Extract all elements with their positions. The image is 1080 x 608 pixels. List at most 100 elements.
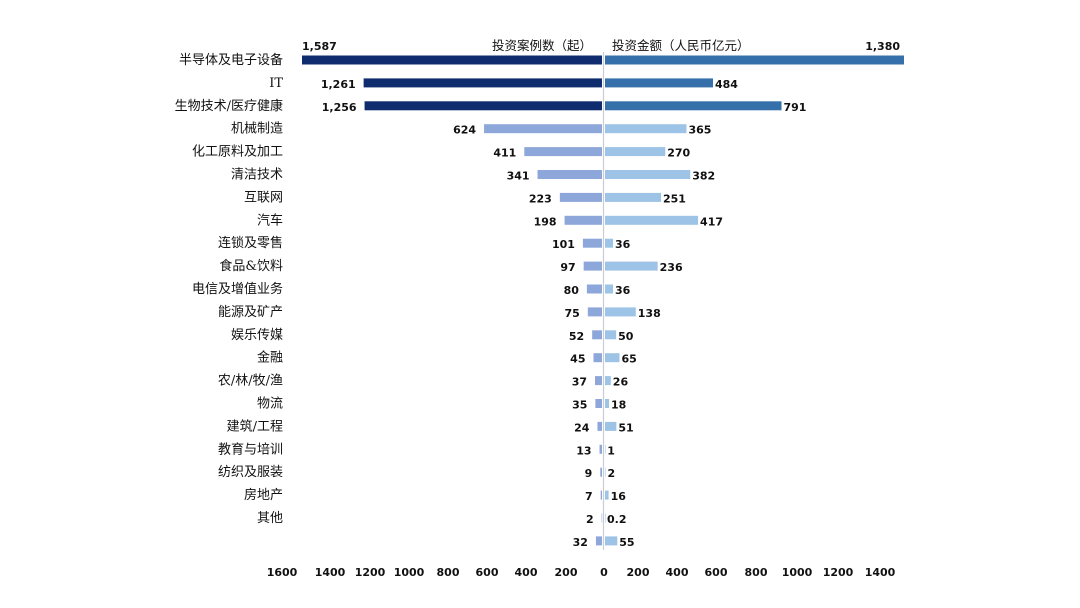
bar-deal-count — [587, 307, 602, 317]
bar-deal-count — [559, 192, 602, 202]
bar-investment-amount — [605, 192, 662, 202]
bar-investment-amount — [605, 421, 617, 431]
investment-amount-label: 484 — [715, 78, 738, 91]
deal-count-label: 80 — [564, 284, 580, 297]
bar-deal-count — [595, 376, 602, 386]
bar-deal-count — [524, 147, 602, 157]
bar-deal-count — [564, 215, 602, 225]
investment-amount-label: 270 — [667, 147, 690, 160]
left-axis-tick: 1600 — [267, 566, 298, 579]
bar-investment-amount — [605, 101, 782, 111]
bar-investment-amount — [605, 399, 610, 408]
bar-investment-amount — [605, 490, 609, 500]
investment-amount-label: 251 — [663, 192, 686, 205]
category-label: 能源及矿产 — [218, 305, 283, 320]
category-label: 纺织及服装 — [218, 465, 283, 480]
investment-amount-label: 26 — [613, 376, 629, 389]
bar-deal-count — [583, 261, 602, 271]
bar-deal-count — [592, 330, 602, 340]
right-series-title: 投资金额（人民币亿元） — [612, 38, 750, 53]
bar-investment-amount — [605, 353, 620, 363]
bar-deal-count — [597, 421, 602, 431]
left-axis-tick: 800 — [437, 566, 460, 579]
category-label: 电信及增值业务 — [192, 281, 283, 297]
investment-amount-label: 791 — [784, 101, 807, 114]
deal-count-label: 35 — [572, 399, 587, 412]
category-label: 金融 — [257, 350, 283, 366]
investment-amount-label: 50 — [618, 330, 634, 343]
deal-count-label: 97 — [560, 261, 575, 274]
bar-deal-count — [537, 170, 602, 179]
deal-count-label: 1,261 — [321, 78, 356, 91]
investment-amount-label: 16 — [611, 490, 627, 503]
right-axis-tick: 800 — [745, 566, 768, 579]
bar-deal-count — [586, 284, 602, 294]
investment-amount-label: 382 — [692, 170, 715, 183]
deal-count-label: 7 — [585, 490, 593, 503]
category-label: 其他 — [257, 511, 283, 526]
category-label: 连锁及零售 — [218, 235, 283, 251]
left-axis-tick: 1200 — [355, 566, 386, 579]
bar-deal-count — [595, 399, 602, 408]
deal-count-label: 223 — [529, 192, 552, 205]
investment-amount-label: 417 — [700, 215, 723, 228]
investment-amount-label: 36 — [615, 238, 631, 251]
left-axis-tick: 200 — [555, 566, 578, 579]
right-axis-tick: 600 — [705, 566, 728, 579]
bar-deal-count — [593, 353, 602, 363]
bar-investment-amount — [605, 238, 614, 248]
investment-amount-label: 236 — [660, 261, 683, 274]
left-series-title: 投资案例数（起） — [492, 38, 592, 53]
category-label: 汽车 — [257, 212, 283, 228]
category-label: 教育与培训 — [218, 441, 283, 457]
category-label: 生物技术/医疗健康 — [175, 98, 283, 114]
deal-count-label: 198 — [534, 215, 557, 228]
bar-deal-count — [600, 490, 602, 500]
category-label: 娱乐传媒 — [231, 328, 283, 343]
deal-count-label: 75 — [565, 307, 580, 320]
bar-investment-amount — [605, 124, 687, 134]
bar-investment-amount — [605, 376, 611, 386]
deal-count-label: 1,587 — [302, 40, 337, 53]
right-axis-tick: 1400 — [865, 566, 896, 579]
bar-deal-count — [600, 467, 602, 477]
right-axis-tick: 1000 — [782, 566, 813, 579]
category-label: 农/林/牧/渔 — [218, 374, 283, 389]
deal-count-label: 9 — [585, 467, 593, 480]
category-label: 互联网 — [244, 190, 283, 205]
deal-count-label: 341 — [507, 170, 530, 183]
bar-investment-amount — [605, 513, 606, 523]
category-label: 建筑/工程 — [227, 418, 283, 434]
category-label: 食品&饮料 — [219, 258, 283, 274]
right-axis-tick: 200 — [627, 566, 650, 579]
category-label: 清洁技术 — [231, 168, 283, 183]
left-axis-tick: 1000 — [394, 566, 425, 579]
bar-investment-amount — [605, 330, 617, 340]
investment-amount-label: 65 — [622, 353, 637, 366]
bar-investment-amount — [605, 444, 606, 454]
deal-count-label: 1,256 — [322, 101, 357, 114]
investment-amount-label: 18 — [611, 399, 626, 412]
investment-amount-label: 365 — [688, 124, 711, 137]
category-label: 化工原料及加工 — [192, 145, 283, 160]
bar-deal-count — [363, 78, 602, 88]
category-label: 物流 — [257, 397, 283, 412]
deal-count-label: 32 — [573, 536, 588, 549]
bar-investment-amount — [605, 55, 904, 65]
bar-investment-amount — [605, 536, 618, 546]
investment-amount-label: 138 — [638, 307, 661, 320]
bar-investment-amount — [605, 467, 606, 477]
bar-investment-amount — [605, 147, 666, 157]
category-label: 房地产 — [244, 487, 283, 503]
deal-count-label: 52 — [569, 330, 584, 343]
left-axis-tick: 400 — [515, 566, 538, 579]
investment-amount-label: 1,380 — [865, 40, 900, 53]
deal-count-label: 411 — [493, 147, 516, 160]
bar-deal-count — [582, 238, 602, 248]
deal-count-label: 24 — [574, 421, 590, 434]
bar-deal-count — [599, 444, 602, 454]
category-label: 半导体及电子设备 — [179, 52, 283, 68]
bar-deal-count — [302, 55, 602, 65]
right-axis-tick: 1200 — [823, 566, 854, 579]
